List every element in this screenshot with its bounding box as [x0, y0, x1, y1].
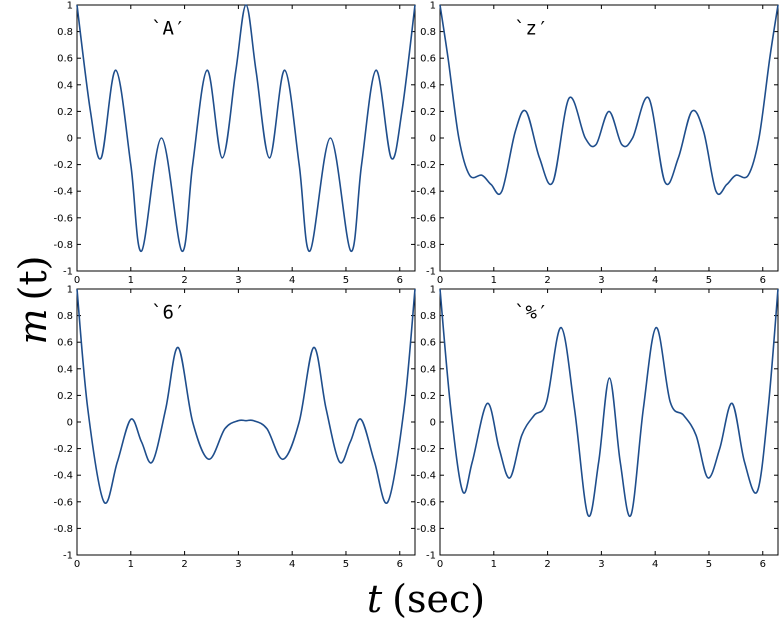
x-tick-label: 1: [491, 275, 497, 286]
y-tick-label: -1: [63, 267, 73, 278]
y-tick-label: 0.2: [420, 107, 436, 118]
y-tick-label: -0.8: [416, 524, 436, 535]
series-line: [439, 4, 779, 196]
subplot-2: -1 -0.8 -0.6 -0.4 -0.2 0 0.2 0.4 0.6 0.8 1 0 1 2 3 4 5 6 `…: [416, 1, 779, 286]
y-axis-label: m(t): [11, 256, 55, 345]
y-tick-label: 0.6: [420, 54, 436, 65]
y-tick-label: -0.2: [416, 160, 436, 171]
x-tick-label: 3: [235, 275, 241, 286]
subplot-title: `6′: [151, 301, 185, 323]
x-tick-label: 2: [544, 275, 550, 286]
x-tick-label: 1: [128, 275, 134, 286]
y-tick-label: -0.8: [53, 524, 73, 535]
x-tick-label: 3: [235, 559, 241, 570]
x-axis-label: t (sec): [367, 577, 485, 621]
y-tick-label: -0.4: [53, 471, 73, 482]
x-tick-label: 5: [343, 275, 349, 286]
x-tick-label: 2: [181, 559, 187, 570]
y-tick-label: 0: [67, 418, 73, 429]
x-tick-label: 0: [437, 559, 443, 570]
x-tick-label: 0: [74, 559, 80, 570]
y-tick-label: -0.8: [416, 240, 436, 251]
x-tick-label: 5: [706, 275, 712, 286]
x-tick-label: 1: [128, 559, 134, 570]
y-tick-label: 0: [430, 418, 436, 429]
y-tick-label: 0.6: [420, 338, 436, 349]
subplot-3: -1 -0.8 -0.6 -0.4 -0.2 0 0.2 0.4 0.6 0.8 1 0 1 2 3 4 5 6 `…: [53, 285, 416, 570]
y-tick-label: 1: [67, 285, 73, 296]
subplot-title: `A′: [151, 17, 185, 39]
axes-box: [439, 4, 779, 272]
x-tick-label: 3: [598, 275, 604, 286]
y-tick-label: 0.2: [57, 391, 73, 402]
x-tick-label: 3: [598, 559, 604, 570]
x-tick-label: 1: [491, 559, 497, 570]
y-tick-label: -0.4: [416, 471, 436, 482]
x-tick-label: 6: [760, 559, 766, 570]
y-tick-label: 0.8: [420, 27, 436, 38]
y-tick-label: 0.2: [57, 107, 73, 118]
x-tick-label: 5: [706, 559, 712, 570]
y-tick-label: -0.6: [416, 497, 436, 508]
y-tick-label: 0.8: [420, 311, 436, 322]
y-tick-label: -0.8: [53, 240, 73, 251]
y-tick-label: 0.2: [420, 391, 436, 402]
x-tick-label: 0: [437, 275, 443, 286]
y-tick-label: 0: [430, 134, 436, 145]
y-tick-label: -1: [426, 267, 436, 278]
y-tick-label: -0.2: [53, 160, 73, 171]
y-tick-label: -0.2: [53, 444, 73, 455]
y-tick-label: 1: [430, 1, 436, 12]
x-tick-label: 6: [397, 275, 403, 286]
axes-box: [439, 288, 779, 556]
x-tick-label: 6: [397, 559, 403, 570]
series-line: [76, 288, 416, 504]
y-tick-label: 0.4: [420, 80, 436, 91]
series-line: [439, 288, 779, 518]
x-tick-label: 4: [289, 559, 295, 570]
y-tick-label: 0.6: [57, 54, 73, 65]
y-tick-label: 1: [430, 285, 436, 296]
y-tick-label: 0.8: [57, 311, 73, 322]
x-tick-label: 2: [544, 559, 550, 570]
y-tick-label: -0.2: [416, 444, 436, 455]
x-tick-label: 4: [289, 275, 295, 286]
y-tick-label: 0.4: [57, 364, 73, 375]
y-tick-label: 0: [67, 134, 73, 145]
y-tick-label: 1: [67, 1, 73, 12]
y-tick-label: -0.6: [416, 213, 436, 224]
subplot-4: -1 -0.8 -0.6 -0.4 -0.2 0 0.2 0.4 0.6 0.8 1 0 1 2 3 4 5 6 `…: [416, 285, 779, 570]
y-tick-label: 0.8: [57, 27, 73, 38]
series-line: [76, 4, 416, 252]
subplot-1: -1 -0.8 -0.6 -0.4 -0.2 0 0.2 0.4 0.6 0.8 1 0 1 2 3 4 5 6 `…: [53, 1, 416, 286]
y-tick-label: 0.4: [57, 80, 73, 91]
x-tick-label: 6: [760, 275, 766, 286]
x-tick-label: 0: [74, 275, 80, 286]
y-tick-label: -0.6: [53, 497, 73, 508]
x-tick-label: 5: [343, 559, 349, 570]
x-tick-label: 2: [181, 275, 187, 286]
x-tick-label: 4: [652, 559, 658, 570]
y-tick-label: -0.4: [416, 187, 436, 198]
y-tick-label: -1: [426, 551, 436, 562]
subplot-title: `%′: [514, 301, 548, 323]
y-tick-label: -1: [63, 551, 73, 562]
axes-box: [76, 288, 416, 556]
y-tick-label: -0.6: [53, 213, 73, 224]
y-tick-label: 0.4: [420, 364, 436, 375]
y-tick-label: 0.6: [57, 338, 73, 349]
x-tick-label: 4: [652, 275, 658, 286]
y-tick-label: -0.4: [53, 187, 73, 198]
subplot-title: `z′: [514, 17, 548, 39]
